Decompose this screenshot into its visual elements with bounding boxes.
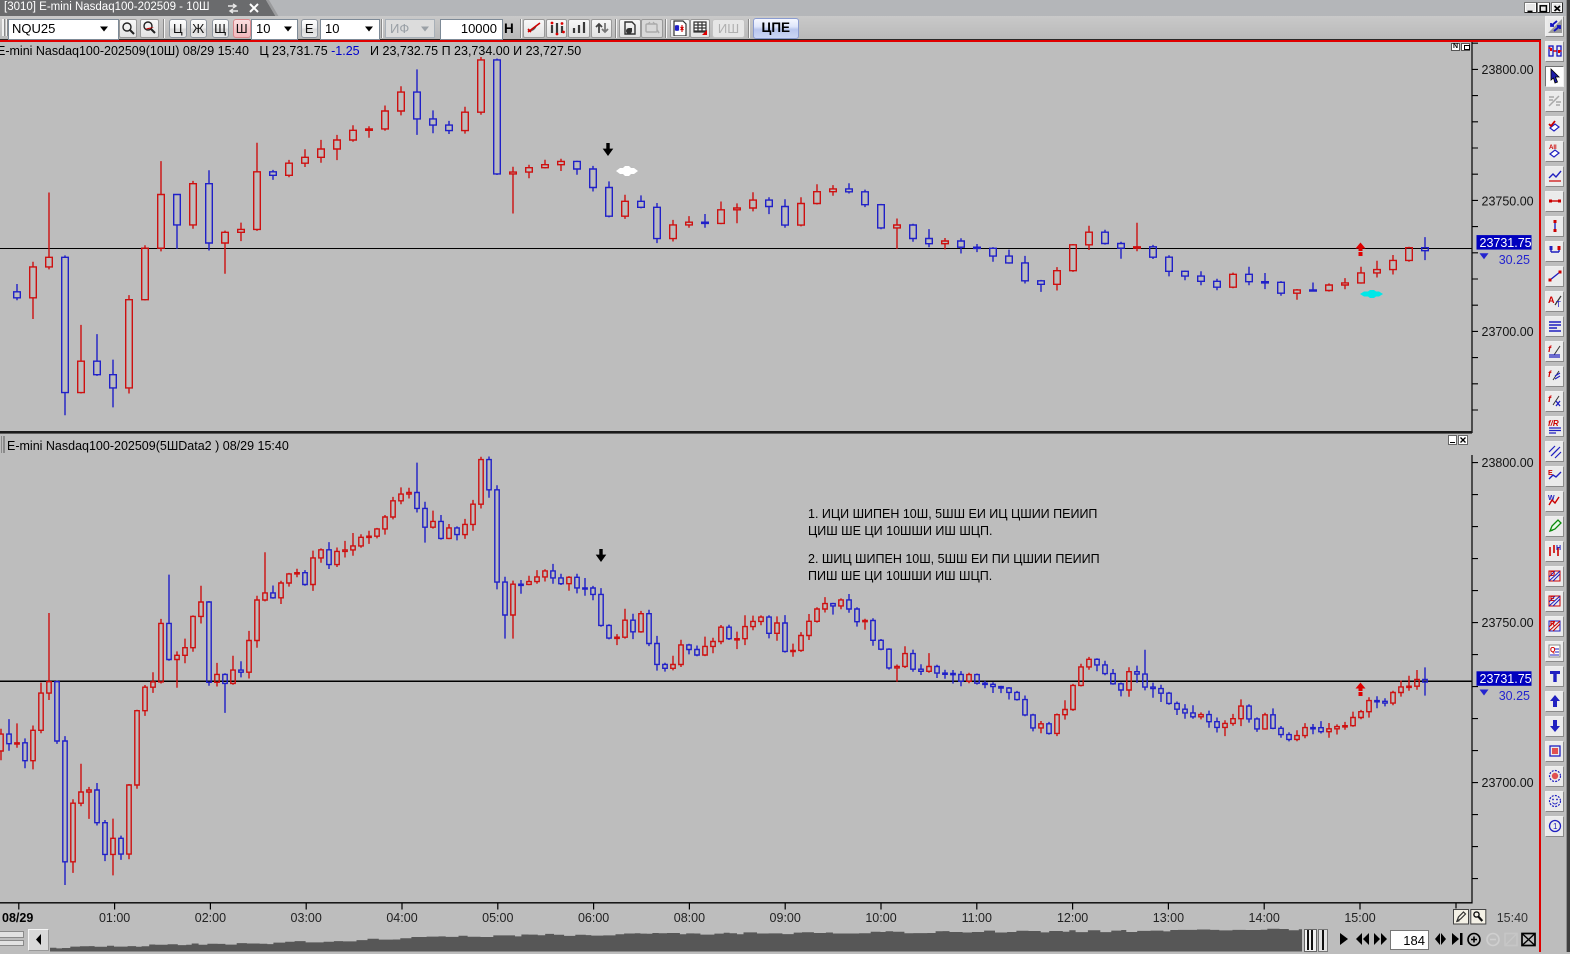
svg-text:23750.00: 23750.00 bbox=[1482, 616, 1534, 630]
svg-text:23800.00: 23800.00 bbox=[1482, 63, 1534, 77]
svg-text:D: D bbox=[1550, 571, 1555, 578]
svg-text:R: R bbox=[1550, 621, 1555, 628]
svg-text:E: E bbox=[1548, 470, 1553, 477]
svg-text:05:00: 05:00 bbox=[482, 911, 513, 925]
svg-text:06:00: 06:00 bbox=[578, 911, 609, 925]
svg-text:12:00: 12:00 bbox=[1057, 911, 1088, 925]
svg-text:f: f bbox=[1548, 394, 1552, 404]
svg-text:H: H bbox=[1556, 545, 1561, 552]
svg-text:11:00: 11:00 bbox=[962, 911, 992, 925]
svg-text:14:00: 14:00 bbox=[1249, 911, 1280, 925]
svg-text:A: A bbox=[1548, 295, 1555, 305]
svg-text:f: f bbox=[1548, 344, 1552, 354]
svg-text:09:00: 09:00 bbox=[770, 911, 801, 925]
svg-text:T: T bbox=[1556, 300, 1561, 309]
svg-text:23731.75: 23731.75 bbox=[1480, 236, 1532, 250]
svg-text:01:00: 01:00 bbox=[99, 911, 130, 925]
svg-text:13:00: 13:00 bbox=[1153, 911, 1184, 925]
svg-text:1: 1 bbox=[1553, 822, 1558, 831]
svg-text:02:00: 02:00 bbox=[195, 911, 226, 925]
svg-text:23731.75: 23731.75 bbox=[1480, 672, 1532, 686]
svg-text:08:00: 08:00 bbox=[674, 911, 705, 925]
svg-text:30.25: 30.25 bbox=[1499, 689, 1530, 703]
svg-text:03:00: 03:00 bbox=[291, 911, 322, 925]
svg-text:W: W bbox=[1548, 495, 1555, 502]
svg-text:15:40: 15:40 bbox=[1497, 911, 1528, 925]
svg-text:23700.00: 23700.00 bbox=[1482, 325, 1534, 339]
svg-text:23750.00: 23750.00 bbox=[1482, 195, 1534, 209]
svg-text:08/29: 08/29 bbox=[2, 911, 33, 925]
svg-text:10:00: 10:00 bbox=[865, 911, 896, 925]
svg-text:E: E bbox=[1550, 596, 1555, 603]
svg-text:f/R: f/R bbox=[1548, 419, 1559, 428]
svg-text:Q: Q bbox=[1550, 647, 1556, 654]
svg-text:f: f bbox=[1548, 369, 1552, 379]
svg-text:23700.00: 23700.00 bbox=[1482, 776, 1534, 790]
svg-text:15:00: 15:00 bbox=[1344, 911, 1375, 925]
svg-text:23800.00: 23800.00 bbox=[1482, 456, 1534, 470]
svg-text:All: All bbox=[1549, 145, 1557, 151]
svg-text:30.25: 30.25 bbox=[1499, 253, 1530, 267]
svg-text:04:00: 04:00 bbox=[386, 911, 417, 925]
